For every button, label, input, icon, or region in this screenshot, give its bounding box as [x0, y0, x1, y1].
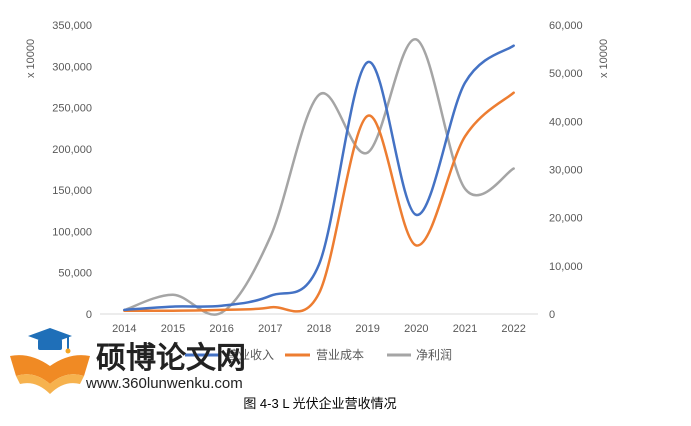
- left-tick-label: 300,000: [52, 61, 92, 73]
- x-tick-label: 2021: [453, 323, 477, 335]
- left-tick-label: 0: [86, 309, 92, 321]
- right-tick-label: 50,000: [549, 68, 583, 80]
- x-tick-label: 2017: [258, 323, 282, 335]
- right-tick-label: 10,000: [549, 261, 583, 273]
- series-line-revenue: [124, 46, 513, 310]
- series-line-cost: [124, 93, 513, 312]
- right-tick-label: 60,000: [549, 20, 583, 32]
- left-tick-label: 50,000: [58, 268, 92, 280]
- legend-label-profit: 净利润: [416, 348, 452, 362]
- left-tick-label: 350,000: [52, 20, 92, 32]
- left-tick-label: 100,000: [52, 226, 92, 238]
- left-tick-label: 200,000: [52, 144, 92, 156]
- right-tick-label: 30,000: [549, 165, 583, 177]
- x-tick-label: 2018: [307, 323, 331, 335]
- right-axis-unit: x 10000: [598, 39, 610, 78]
- right-tick-label: 40,000: [549, 116, 583, 128]
- x-tick-label: 2014: [112, 323, 136, 335]
- left-tick-label: 150,000: [52, 185, 92, 197]
- left-axis-unit: x 10000: [25, 39, 37, 78]
- watermark-url: www.360lunwenku.com: [85, 375, 243, 392]
- figure-caption: 图 4-3 L 光伏企业营收情况: [243, 396, 396, 411]
- left-tick-label: 250,000: [52, 103, 92, 115]
- legend-label-cost: 营业成本: [316, 348, 364, 362]
- x-tick-label: 2022: [501, 323, 525, 335]
- x-tick-label: 2015: [161, 323, 185, 335]
- watermark-logo: [10, 328, 90, 394]
- series-line-profit: [124, 39, 513, 314]
- right-tick-label: 20,000: [549, 213, 583, 225]
- right-tick-label: 0: [549, 309, 555, 321]
- watermark-title: 硕博论文网: [96, 341, 246, 375]
- x-tick-label: 2020: [404, 323, 428, 335]
- x-tick-label: 2019: [355, 323, 379, 335]
- x-tick-label: 2016: [209, 323, 233, 335]
